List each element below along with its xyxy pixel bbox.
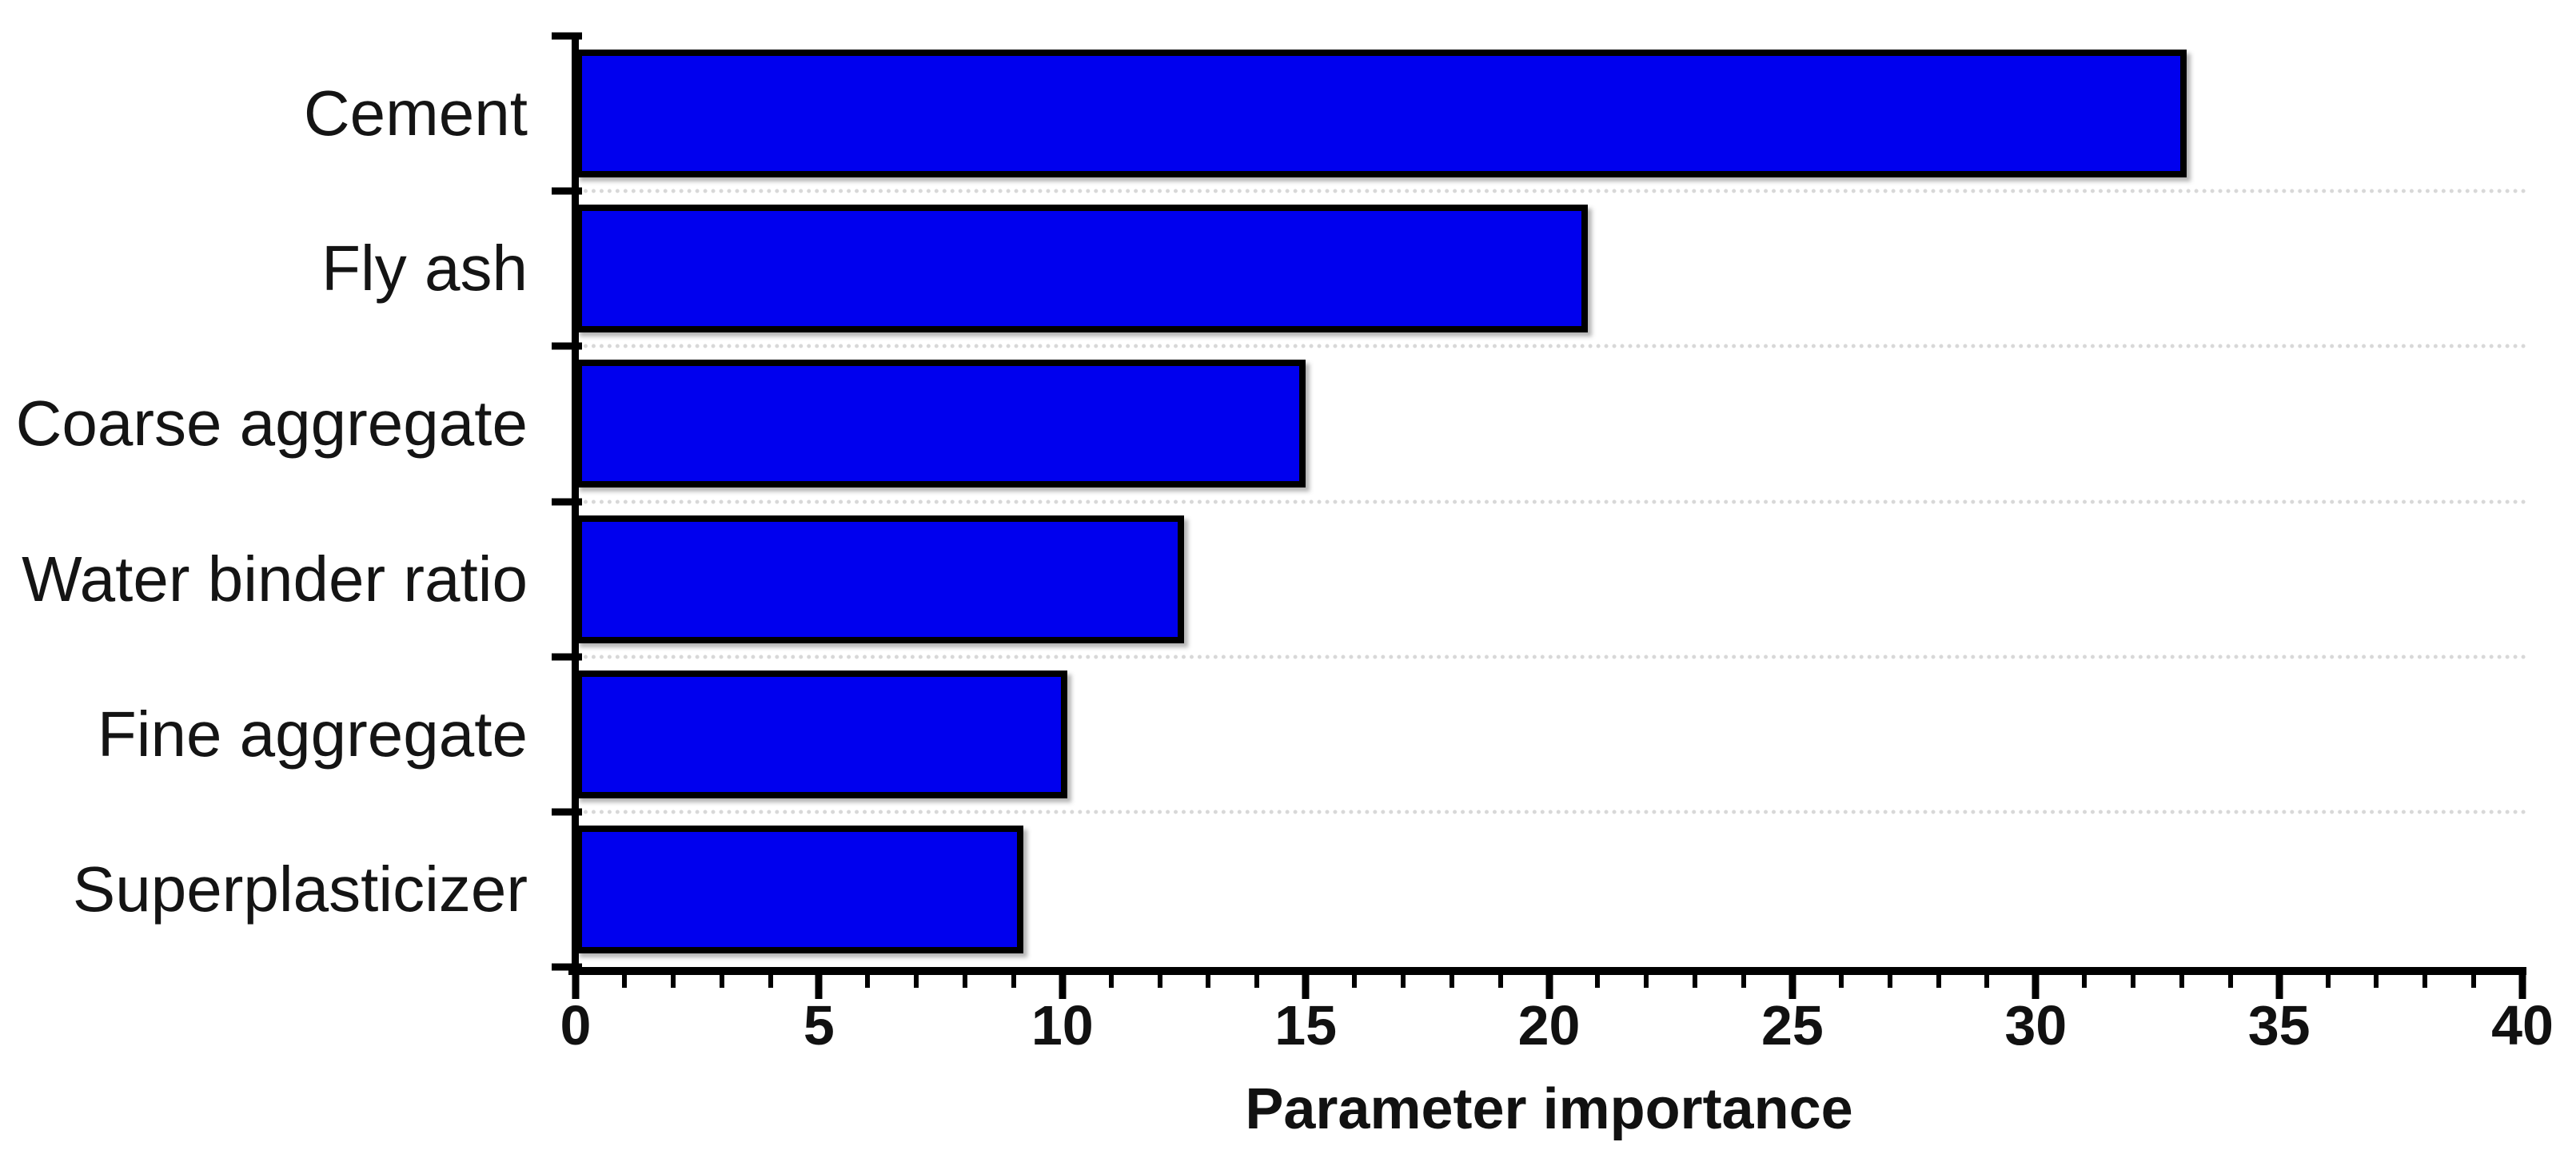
x-minor-tick xyxy=(2422,975,2428,988)
x-minor-tick xyxy=(1400,975,1406,988)
x-minor-tick xyxy=(1595,975,1601,988)
x-minor-tick xyxy=(1936,975,1941,988)
x-minor-tick xyxy=(1352,975,1357,988)
x-major-tick xyxy=(1788,975,1796,999)
x-major-tick xyxy=(1545,975,1553,999)
y-tick xyxy=(552,963,582,971)
x-minor-tick xyxy=(1984,975,1990,988)
gridline xyxy=(576,810,2527,814)
x-minor-tick xyxy=(2325,975,2331,988)
bar-row xyxy=(576,502,2522,657)
bars-layer xyxy=(576,36,2522,967)
x-tick-label: 20 xyxy=(1517,994,1581,1057)
x-minor-tick xyxy=(2082,975,2088,988)
x-minor-tick xyxy=(1693,975,1698,988)
x-minor-tick xyxy=(1011,975,1016,988)
category-label-water-binder-ratio: Water binder ratio xyxy=(22,543,528,615)
bar-fine-aggregate xyxy=(576,670,1067,798)
bar-row xyxy=(576,657,2522,812)
bar-row xyxy=(576,191,2522,346)
x-minor-tick xyxy=(2179,975,2184,988)
x-axis-line xyxy=(568,967,2526,975)
category-label-cement: Cement xyxy=(303,78,528,149)
x-minor-tick xyxy=(1157,975,1162,988)
gridlines-layer xyxy=(576,36,2527,967)
x-tick-label: 0 xyxy=(560,994,592,1057)
x-axis-title: Parameter importance xyxy=(1245,1077,1853,1141)
x-minor-tick xyxy=(1838,975,1844,988)
x-minor-tick xyxy=(1741,975,1746,988)
x-minor-tick xyxy=(1887,975,1892,988)
x-axis-tick-labels: 0 5 10 15 20 25 30 35 40 xyxy=(560,994,2554,1061)
y-category-labels: Cement Fly ash Coarse aggregate Water binde… xyxy=(0,36,528,967)
bar-water-binder-ratio xyxy=(576,515,1184,643)
x-major-tick xyxy=(815,975,823,999)
x-minor-tick xyxy=(670,975,676,988)
bar-fly-ash xyxy=(576,205,1589,333)
x-tick-label: 10 xyxy=(1031,994,1094,1057)
gridline xyxy=(576,499,2527,503)
bar-coarse-aggregate xyxy=(576,360,1306,488)
x-minor-tick xyxy=(1108,975,1114,988)
y-tick xyxy=(552,187,582,195)
y-tick xyxy=(552,498,582,505)
x-minor-tick xyxy=(2227,975,2233,988)
category-label-superplasticizer: Superplasticizer xyxy=(72,853,528,925)
y-tick xyxy=(552,342,582,350)
gridline xyxy=(576,344,2527,348)
y-tick xyxy=(552,653,582,661)
bar-superplasticizer xyxy=(576,825,1024,953)
gridline xyxy=(576,189,2527,193)
plot-area xyxy=(552,32,2527,999)
x-minor-tick xyxy=(865,975,871,988)
category-label-fly-ash: Fly ash xyxy=(321,233,528,304)
x-minor-tick xyxy=(914,975,919,988)
x-major-tick xyxy=(2518,975,2526,999)
x-minor-tick xyxy=(719,975,724,988)
bar-row xyxy=(576,346,2522,501)
x-tick-label: 40 xyxy=(2491,994,2554,1057)
bar-cement xyxy=(576,50,2187,178)
x-minor-tick xyxy=(1497,975,1503,988)
x-minor-tick xyxy=(963,975,967,988)
x-minor-tick xyxy=(2374,975,2379,988)
x-minor-tick xyxy=(1449,975,1454,988)
x-minor-tick xyxy=(1206,975,1211,988)
gridline xyxy=(576,655,2527,659)
x-minor-tick xyxy=(2471,975,2477,988)
x-major-tick xyxy=(572,975,580,999)
x-major-tick xyxy=(1302,975,1310,999)
x-major-tick xyxy=(1059,975,1067,999)
x-minor-tick xyxy=(2131,975,2135,988)
x-major-tick xyxy=(2032,975,2040,999)
category-label-coarse-aggregate: Coarse aggregate xyxy=(15,388,528,460)
x-tick-label: 30 xyxy=(2004,994,2068,1057)
x-tick-label: 25 xyxy=(1761,994,1824,1057)
bar-row xyxy=(576,812,2522,967)
category-label-fine-aggregate: Fine aggregate xyxy=(97,698,528,770)
x-minor-tick xyxy=(1254,975,1260,988)
y-tick xyxy=(552,808,582,816)
x-minor-tick xyxy=(621,975,627,988)
x-minor-tick xyxy=(768,975,773,988)
x-tick-label: 35 xyxy=(2247,994,2311,1057)
x-major-tick xyxy=(2275,975,2283,999)
y-tick xyxy=(552,32,582,40)
x-tick-label: 5 xyxy=(803,994,835,1057)
x-tick-label: 15 xyxy=(1274,994,1338,1057)
bar-row xyxy=(576,36,2522,191)
x-minor-tick xyxy=(1644,975,1649,988)
